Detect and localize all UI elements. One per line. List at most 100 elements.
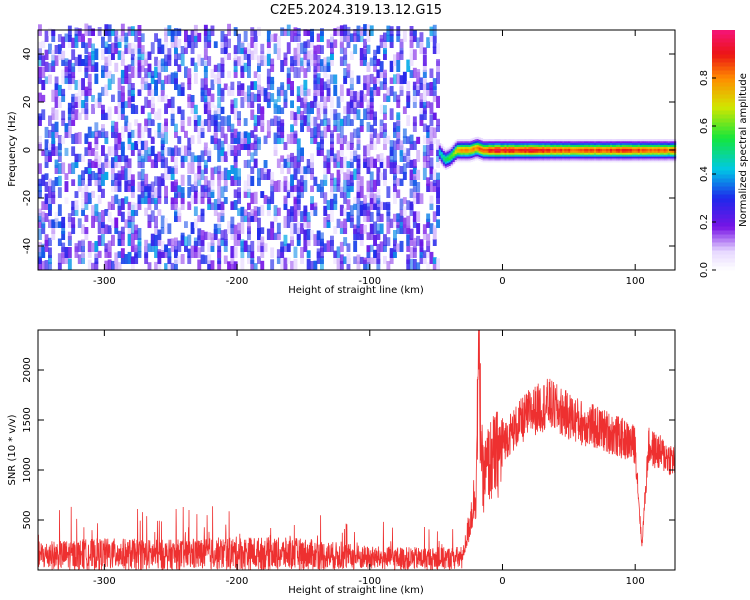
spectrogram-cell bbox=[140, 181, 145, 192]
spectrogram-cell bbox=[184, 38, 188, 48]
spectrogram-cell bbox=[379, 81, 384, 90]
spectrogram-cell bbox=[582, 142, 585, 146]
spectrogram-cell bbox=[570, 148, 573, 151]
spectrogram-cell bbox=[426, 251, 431, 258]
spectrogram-cell bbox=[590, 156, 593, 159]
spectrogram-cell bbox=[486, 154, 490, 157]
spectrogram-cell bbox=[584, 154, 587, 157]
spectrogram-cell bbox=[140, 65, 145, 72]
spectrogram-cell bbox=[353, 44, 358, 54]
spectrogram-cell bbox=[223, 47, 228, 54]
spectrogram-cell bbox=[590, 154, 593, 157]
spectrogram-cell bbox=[396, 26, 401, 36]
spectrogram-cell bbox=[323, 64, 328, 72]
spectrogram-cell bbox=[180, 46, 185, 54]
spectrogram-cell bbox=[87, 240, 92, 252]
spectrogram-cell bbox=[474, 148, 478, 151]
spectrogram-cell bbox=[488, 152, 491, 155]
spectrogram-cell bbox=[604, 148, 607, 151]
spectrogram-cell bbox=[217, 138, 222, 150]
spectrogram-cell bbox=[426, 233, 431, 246]
spectrogram-cell bbox=[346, 188, 351, 198]
spectrogram-cell bbox=[197, 161, 202, 168]
spectrogram-cell bbox=[657, 158, 661, 161]
spectrogram-cell bbox=[120, 75, 125, 84]
spectrogram-cell bbox=[474, 139, 478, 142]
spectrogram-cell bbox=[614, 160, 617, 163]
spectrogram-cell bbox=[496, 140, 499, 144]
spectrogram-cell bbox=[339, 241, 344, 252]
spectrogram-cell bbox=[276, 86, 281, 96]
spectrogram-cell bbox=[426, 177, 431, 186]
spectrogram-cell bbox=[564, 160, 567, 163]
spectrogram-cell bbox=[44, 154, 49, 162]
spectrogram-cell bbox=[623, 160, 627, 163]
spectrogram-cell bbox=[412, 247, 417, 258]
spectrogram-cell bbox=[170, 96, 175, 108]
spectrogram-cell bbox=[462, 144, 466, 147]
spectrogram-cell bbox=[293, 196, 298, 204]
spectrogram-cell bbox=[227, 70, 231, 78]
spectrogram-cell bbox=[250, 251, 255, 258]
spectrogram-cell bbox=[366, 82, 371, 90]
spectrogram-cell bbox=[373, 253, 377, 264]
spectrogram-cell bbox=[582, 148, 585, 151]
spectrogram-cell bbox=[608, 154, 611, 157]
spectrogram-cell bbox=[359, 229, 364, 240]
spectrogram-cell bbox=[247, 94, 251, 102]
spectrogram-cell bbox=[406, 228, 411, 240]
spectrogram-cell bbox=[223, 197, 228, 204]
spectrogram-cell bbox=[343, 135, 348, 144]
spectrogram-cell bbox=[323, 217, 328, 228]
spectrogram-cell bbox=[578, 148, 581, 151]
spectrogram-cell bbox=[290, 152, 294, 162]
spectrogram-cell bbox=[276, 256, 281, 264]
spectrogram-cell bbox=[671, 139, 675, 142]
spectrogram-cell bbox=[383, 69, 387, 78]
spectrogram-cell bbox=[290, 211, 294, 222]
spectrogram-cell bbox=[383, 202, 387, 210]
spectrogram-cell bbox=[389, 77, 394, 84]
spectrogram-cell bbox=[594, 154, 597, 157]
spectrogram-cell bbox=[615, 150, 619, 153]
spectrogram-cell bbox=[542, 156, 545, 159]
spectrogram-cell bbox=[406, 225, 411, 234]
spectrogram-cell bbox=[580, 160, 583, 163]
spectrogram-cell bbox=[180, 109, 185, 120]
spectrogram-cell bbox=[530, 140, 533, 144]
spectrogram-cell bbox=[393, 63, 397, 72]
spectrogram-cell bbox=[464, 152, 468, 155]
spectrogram-cell bbox=[250, 213, 255, 222]
spectrogram-cell bbox=[200, 150, 205, 162]
spectrogram-cell bbox=[160, 133, 165, 144]
spectrogram-cell bbox=[130, 88, 135, 96]
spectrogram-cell bbox=[570, 154, 573, 157]
spectrogram-cell bbox=[470, 144, 474, 147]
spectrogram-cell bbox=[649, 140, 653, 144]
spectrogram-cell bbox=[510, 158, 513, 161]
spectrogram-cell bbox=[582, 144, 585, 147]
spectrogram-cell bbox=[369, 124, 374, 132]
spectrogram-cell bbox=[536, 142, 539, 146]
colorbar-swatch bbox=[712, 230, 735, 235]
spectrogram-cell bbox=[556, 154, 559, 157]
spectrogram-cell bbox=[144, 149, 149, 162]
spectrogram-cell bbox=[111, 157, 115, 168]
spectrogram-cell bbox=[94, 241, 99, 252]
spectrogram-cell bbox=[580, 146, 583, 149]
spectrogram-cell bbox=[669, 160, 673, 163]
spectrogram-cell bbox=[649, 160, 653, 163]
spectrogram-cell bbox=[524, 156, 527, 159]
spectrogram-cell bbox=[240, 247, 245, 258]
x-tick-label: -300 bbox=[93, 276, 116, 287]
spectrogram-cell bbox=[590, 150, 593, 153]
spectrogram-cell bbox=[422, 224, 427, 234]
colorbar-label: Normalized spectral amplitude bbox=[738, 73, 749, 227]
spectrogram-cell bbox=[492, 156, 495, 159]
spectrogram-cell bbox=[649, 154, 653, 157]
spectrogram-cell bbox=[514, 146, 517, 149]
spectrogram-cell bbox=[496, 156, 499, 159]
spectrogram-cell bbox=[594, 156, 597, 159]
spectrogram-cell bbox=[492, 146, 495, 149]
spectrogram-cell bbox=[661, 152, 665, 155]
